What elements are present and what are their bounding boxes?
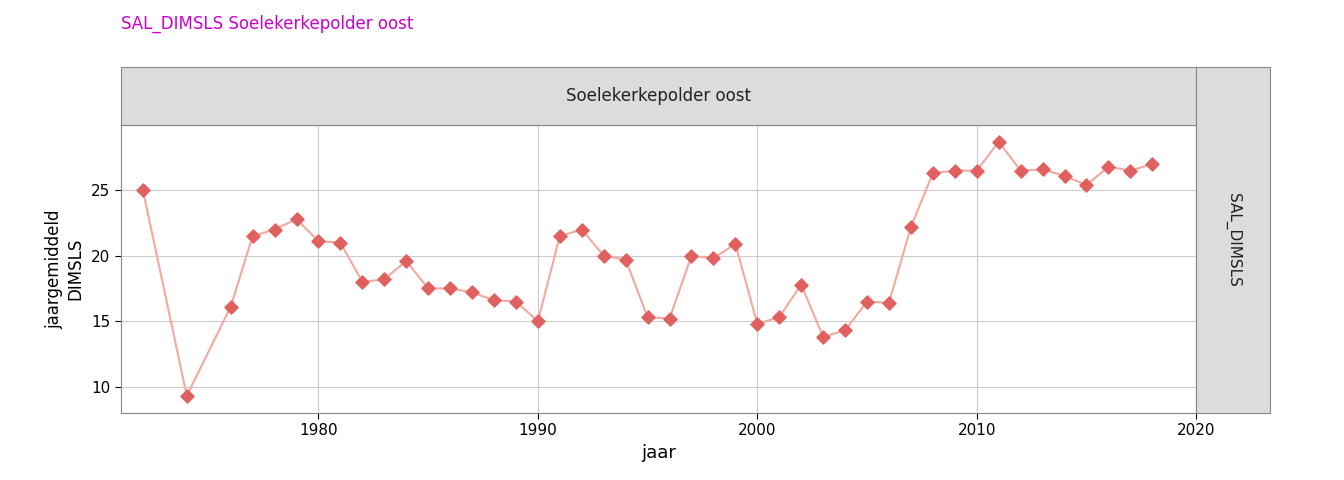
Text: Soelekerkepolder oost: Soelekerkepolder oost — [566, 87, 751, 105]
Point — [308, 238, 329, 245]
Point — [703, 254, 724, 262]
Point — [724, 240, 746, 248]
Point — [571, 226, 593, 233]
Point — [943, 167, 965, 174]
Point — [329, 239, 351, 246]
Point — [856, 298, 878, 305]
Point — [637, 313, 659, 321]
Point — [352, 278, 374, 286]
Point — [616, 256, 637, 264]
Text: SAL_DIMSLS: SAL_DIMSLS — [1224, 193, 1242, 287]
Point — [374, 276, 395, 283]
Point — [659, 315, 680, 323]
Point — [746, 320, 767, 328]
Point — [1009, 167, 1031, 174]
Point — [1141, 160, 1163, 168]
Point — [790, 281, 812, 288]
Point — [395, 257, 417, 265]
Point — [461, 288, 482, 296]
Point — [242, 232, 263, 240]
Point — [1120, 167, 1141, 174]
Point — [1075, 181, 1097, 189]
Point — [550, 232, 571, 240]
Point — [176, 392, 198, 400]
Point — [439, 285, 461, 292]
X-axis label: jaar: jaar — [641, 444, 676, 462]
Point — [966, 167, 988, 174]
Point — [263, 226, 285, 233]
Point — [132, 186, 153, 194]
Point — [922, 169, 943, 177]
Point — [769, 313, 790, 321]
Point — [505, 298, 527, 305]
Point — [900, 223, 922, 231]
Point — [835, 326, 856, 334]
Point — [812, 333, 833, 341]
Y-axis label: jaargemiddeld
DIMSLS: jaargemiddeld DIMSLS — [46, 209, 85, 328]
Point — [593, 252, 614, 260]
Text: SAL_DIMSLS Soelekerkepolder oost: SAL_DIMSLS Soelekerkepolder oost — [121, 14, 414, 33]
Point — [220, 303, 242, 311]
Point — [1032, 166, 1054, 173]
Point — [527, 317, 548, 325]
Point — [680, 252, 702, 260]
Point — [484, 296, 505, 304]
Point — [878, 299, 899, 307]
Point — [286, 215, 308, 223]
Point — [418, 285, 439, 292]
Point — [1054, 172, 1075, 180]
Point — [1098, 163, 1120, 170]
Point — [988, 138, 1009, 145]
